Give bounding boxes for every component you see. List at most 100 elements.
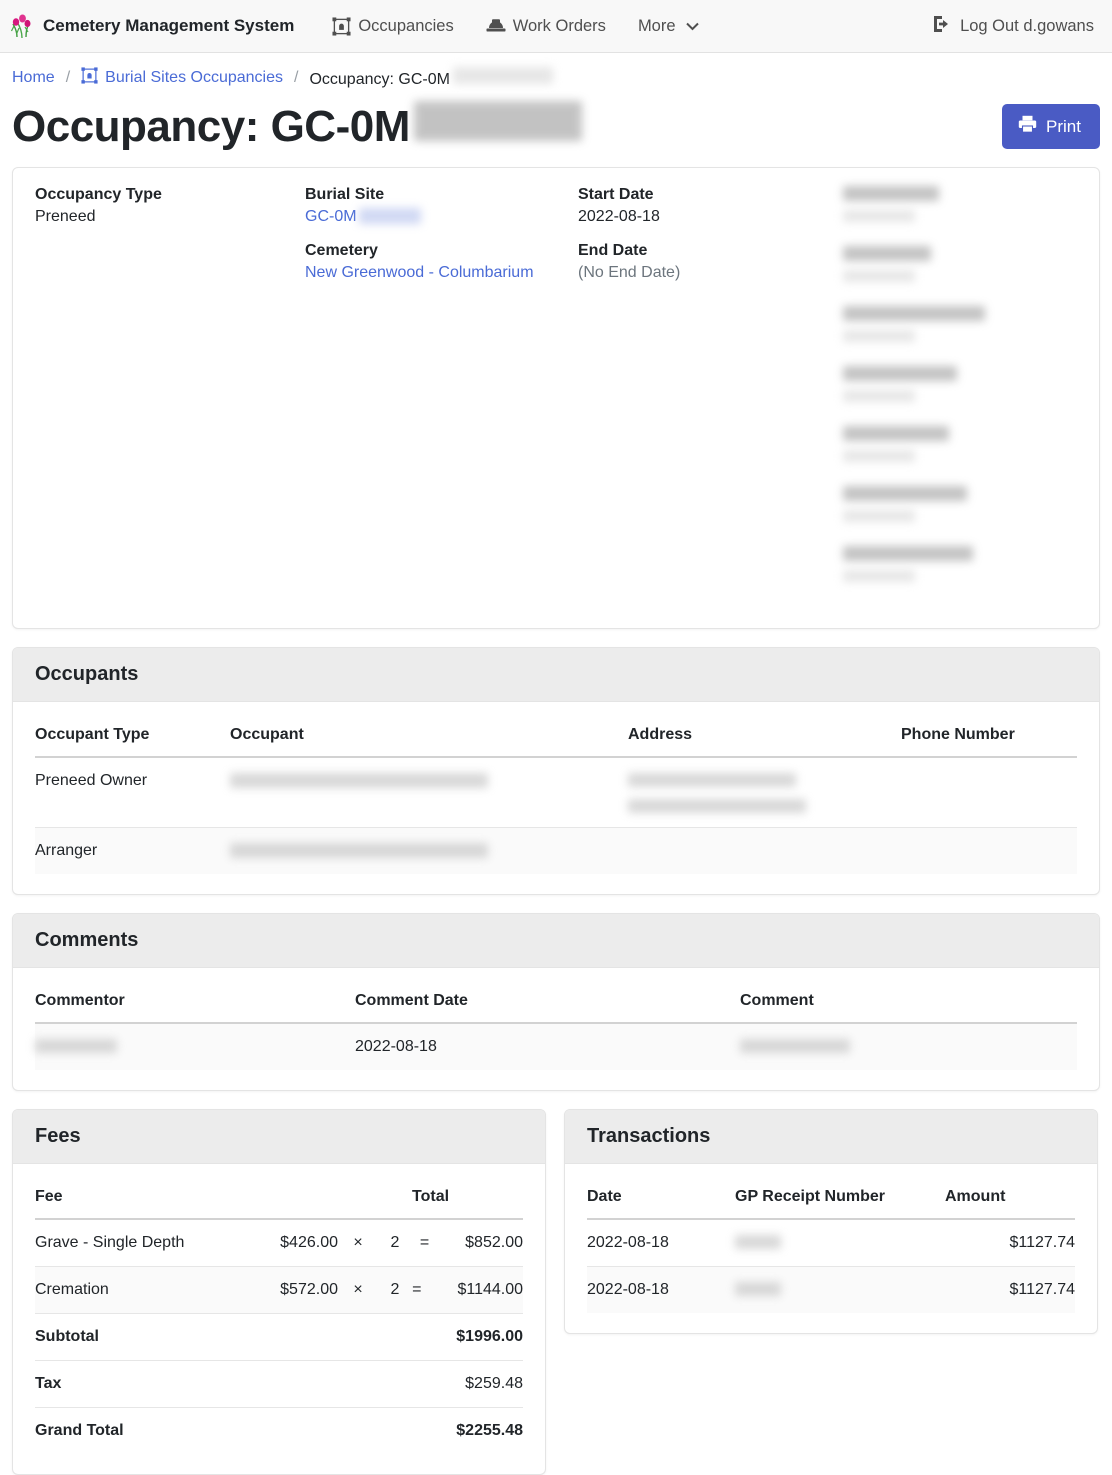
logout-button[interactable]: Log Out d.gowans bbox=[933, 15, 1098, 38]
field-burial-site-text: GC-0M bbox=[305, 207, 357, 225]
transaction-receipt-redacted bbox=[735, 1235, 781, 1250]
nav-item-occupancies-label: Occupancies bbox=[358, 16, 454, 35]
field-redacted-label bbox=[843, 185, 939, 201]
occupant-type: Arranger bbox=[35, 827, 230, 874]
transactions-col-date: Date bbox=[587, 1179, 735, 1220]
nav-links: Occupancies Work Orders More bbox=[316, 17, 714, 36]
field-redacted-label bbox=[843, 425, 949, 441]
field-burial-site-value[interactable]: GC-0M bbox=[305, 208, 578, 226]
logout-label: Log Out d.gowans bbox=[960, 16, 1094, 35]
brand[interactable]: Cemetery Management System bbox=[10, 13, 294, 39]
fee-quantity: 2 bbox=[378, 1218, 412, 1267]
table-row: Arranger bbox=[35, 827, 1077, 874]
occupants-col-address: Address bbox=[628, 717, 901, 758]
fee-total-value: $852.00 bbox=[465, 1233, 523, 1251]
occupant-name bbox=[230, 827, 628, 874]
occupant-address bbox=[628, 756, 901, 828]
field-redacted-4 bbox=[843, 425, 1077, 462]
fees-body: Fee Total Grave - Single Depth $426.00 ×… bbox=[13, 1164, 545, 1474]
occupants-card: Occupants Occupant Type Occupant Address… bbox=[12, 646, 1100, 895]
transactions-col-receipt: GP Receipt Number bbox=[735, 1179, 945, 1220]
hard-hat-icon bbox=[486, 18, 506, 34]
field-redacted-value bbox=[843, 389, 915, 402]
transaction-receipt bbox=[735, 1218, 945, 1267]
field-redacted-value bbox=[843, 509, 915, 522]
field-redacted-0 bbox=[843, 185, 1077, 222]
fees-subtotal-value: $1996.00 bbox=[412, 1313, 523, 1361]
field-start-date: Start Date 2022-08-18 bbox=[578, 186, 843, 226]
field-end-date-value: (No End Date) bbox=[578, 263, 681, 281]
field-cemetery-label: Cemetery bbox=[305, 241, 378, 259]
brand-label: Cemetery Management System bbox=[43, 16, 295, 35]
occupants-col-phone: Phone Number bbox=[901, 717, 1077, 758]
fees-col-fee: Fee bbox=[35, 1179, 412, 1220]
comment-commentor-redacted bbox=[35, 1039, 117, 1054]
table-row: 2022-08-18 bbox=[35, 1022, 1077, 1070]
page-title-text: Occupancy: GC-0M bbox=[12, 102, 410, 151]
nav-item-more[interactable]: More bbox=[622, 17, 715, 36]
burial-plot-icon bbox=[81, 67, 98, 89]
comments-col-comment: Comment bbox=[740, 983, 1077, 1024]
table-row: Preneed Owner bbox=[35, 756, 1077, 828]
fees-tax-row: Tax $259.48 bbox=[35, 1360, 523, 1408]
field-redacted-1 bbox=[843, 245, 1077, 282]
tulip-flower-logo-icon bbox=[10, 13, 34, 39]
fees-col-total: Total bbox=[412, 1179, 523, 1220]
fees-header-row: Fee Total bbox=[35, 1179, 523, 1220]
fee-quantity: 2 bbox=[378, 1266, 412, 1314]
fees-title: Fees bbox=[13, 1109, 545, 1164]
comments-col-commentor: Commentor bbox=[35, 983, 355, 1024]
field-cemetery: Cemetery New Greenwood - Columbarium bbox=[305, 242, 578, 282]
comments-card: Comments Commentor Comment Date Comment … bbox=[12, 912, 1100, 1091]
breadcrumb-redacted-id bbox=[452, 67, 553, 84]
transaction-amount: $1127.74 bbox=[945, 1218, 1075, 1267]
nav-item-occupancies[interactable]: Occupancies bbox=[316, 17, 469, 36]
field-redacted-2 bbox=[843, 305, 1077, 342]
occupants-col-type: Occupant Type bbox=[35, 717, 230, 758]
transactions-col-amount: Amount bbox=[945, 1179, 1075, 1220]
fee-total: = $852.00 bbox=[412, 1218, 523, 1267]
occupants-body: Occupant Type Occupant Address Phone Num… bbox=[13, 702, 1099, 894]
fees-subtotal-label: Subtotal bbox=[35, 1313, 412, 1361]
comment-text-redacted bbox=[740, 1039, 850, 1054]
nav-item-work-orders-label: Work Orders bbox=[512, 16, 606, 35]
summary-col-4-redacted bbox=[843, 185, 1077, 606]
occupants-col-occupant: Occupant bbox=[230, 717, 628, 758]
field-start-date-label: Start Date bbox=[578, 185, 654, 203]
breadcrumb-burial-sites-occupancies[interactable]: Burial Sites Occupancies bbox=[81, 67, 283, 89]
field-burial-site-label: Burial Site bbox=[305, 185, 385, 203]
comments-header-row: Commentor Comment Date Comment bbox=[35, 983, 1077, 1024]
field-start-date-value: 2022-08-18 bbox=[578, 207, 660, 225]
field-redacted-value bbox=[843, 569, 915, 582]
breadcrumb-separator: / bbox=[65, 69, 71, 86]
field-redacted-6 bbox=[843, 545, 1077, 582]
occupants-table: Occupant Type Occupant Address Phone Num… bbox=[35, 717, 1077, 874]
breadcrumb-section-label: Burial Sites Occupancies bbox=[105, 69, 283, 86]
occupant-type: Preneed Owner bbox=[35, 756, 230, 828]
summary-col-3: Start Date 2022-08-18 End Date (No End D… bbox=[578, 186, 843, 606]
transaction-date: 2022-08-18 bbox=[587, 1218, 735, 1267]
summary-col-2: Burial Site GC-0M Cemetery New Greenwood… bbox=[305, 186, 578, 606]
fee-total-value: $1144.00 bbox=[457, 1280, 523, 1298]
transaction-amount: $1127.74 bbox=[945, 1266, 1075, 1313]
field-burial-site-redacted bbox=[358, 208, 421, 225]
breadcrumb-home[interactable]: Home bbox=[12, 69, 55, 86]
fee-unit-price: $572.00 bbox=[250, 1266, 338, 1314]
occupant-name bbox=[230, 756, 628, 828]
transactions-title: Transactions bbox=[565, 1109, 1097, 1164]
top-navbar: Cemetery Management System Occupancies bbox=[0, 0, 1112, 53]
field-redacted-label bbox=[843, 305, 985, 321]
chevron-down-icon bbox=[685, 22, 699, 31]
field-cemetery-value[interactable]: New Greenwood - Columbarium bbox=[305, 263, 534, 281]
fees-tax-label: Tax bbox=[35, 1360, 412, 1408]
occupants-title: Occupants bbox=[13, 647, 1099, 702]
nav-item-work-orders[interactable]: Work Orders bbox=[470, 17, 622, 36]
fees-table: Fee Total Grave - Single Depth $426.00 ×… bbox=[35, 1179, 523, 1454]
print-button[interactable]: Print bbox=[1002, 104, 1100, 150]
print-button-label: Print bbox=[1046, 116, 1081, 136]
field-redacted-3 bbox=[843, 365, 1077, 402]
occupants-header-row: Occupant Type Occupant Address Phone Num… bbox=[35, 717, 1077, 758]
summary-col-1: Occupancy Type Preneed bbox=[35, 186, 305, 606]
comments-title: Comments bbox=[13, 913, 1099, 968]
transactions-body: Date GP Receipt Number Amount 2022-08-18… bbox=[565, 1164, 1097, 1333]
